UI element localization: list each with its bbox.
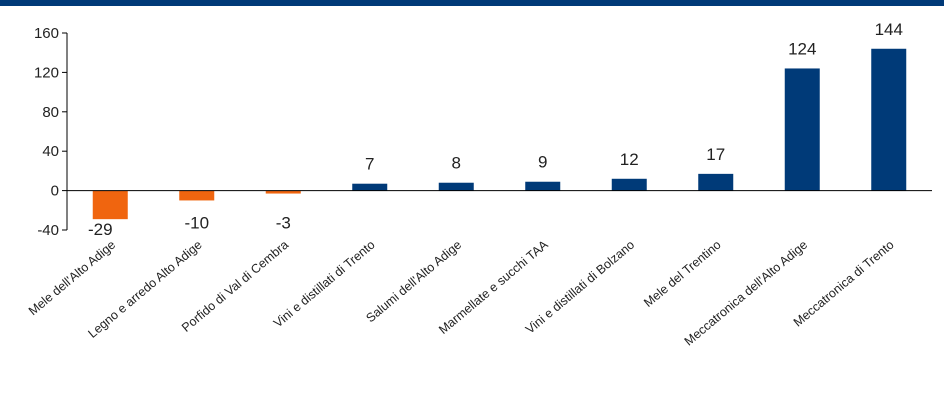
y-tick-label: 160 — [34, 25, 59, 42]
data-label: 12 — [620, 150, 639, 169]
data-labels: -29 -10 -3 7 8 9 12 17 124 144 — [88, 20, 903, 239]
data-label: 7 — [365, 155, 374, 174]
data-label: 124 — [788, 39, 816, 58]
data-label: -29 — [88, 220, 113, 239]
bar — [611, 178, 647, 191]
data-label: 9 — [538, 153, 547, 172]
bar — [438, 182, 474, 191]
y-tick-label: 120 — [34, 64, 59, 81]
category-label: Meccatronica di Trento — [791, 238, 897, 330]
bars — [92, 48, 907, 220]
category-label: Salumi dell'Alto Adige — [363, 238, 464, 326]
bar — [265, 190, 301, 194]
bar — [871, 48, 907, 191]
bar — [352, 183, 388, 191]
data-label: 17 — [706, 145, 725, 164]
y-tick-label: 80 — [42, 104, 59, 121]
y-tick-label: 40 — [42, 143, 59, 160]
y-axis-ticks: 160 120 80 40 0 -40 — [34, 25, 67, 239]
axes — [66, 33, 932, 230]
y-tick-label: 0 — [51, 183, 59, 200]
data-label: -3 — [276, 214, 291, 233]
bar — [698, 173, 734, 191]
bar — [179, 190, 215, 201]
bar — [92, 190, 128, 220]
category-label: Mele del Trentino — [641, 238, 723, 310]
top-band — [0, 0, 944, 6]
y-tick-label: -40 — [37, 222, 59, 239]
bar — [784, 68, 820, 191]
data-label: -10 — [184, 214, 209, 233]
category-label: Mele dell'Alto Adige — [26, 238, 118, 319]
data-label: 8 — [452, 154, 461, 173]
data-label: 144 — [875, 20, 903, 39]
bar — [525, 181, 561, 191]
